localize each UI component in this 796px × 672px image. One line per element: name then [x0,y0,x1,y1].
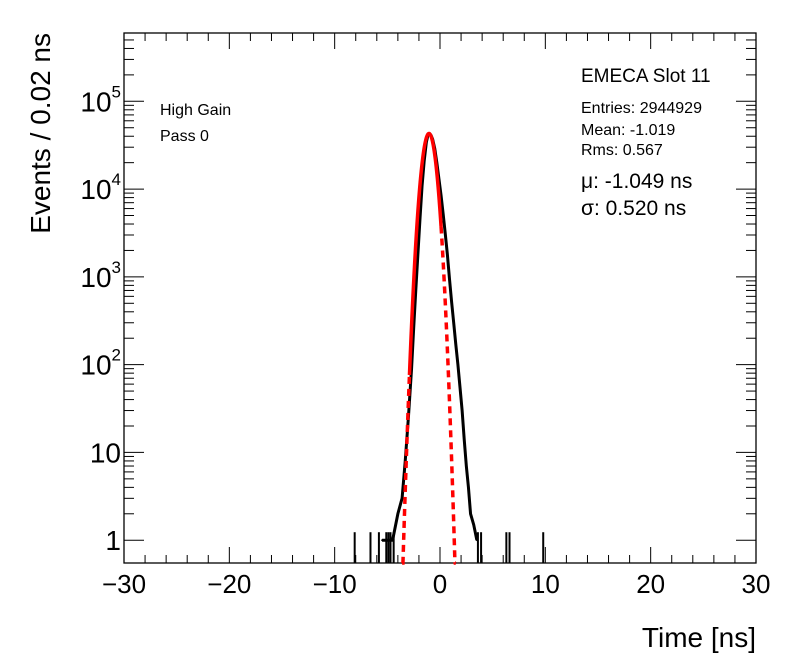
x-tick-label: −10 [313,569,357,599]
y-axis-title: Events / 0.02 ns [25,33,56,234]
mean-stat: Mean: -1.019 [581,122,675,139]
histogram-point [396,512,399,515]
histogram-point [459,386,461,389]
histogram-point [414,289,417,292]
fit-mu: μ: -1.049 ns [581,170,692,193]
x-tick-label: 10 [531,569,560,599]
histogram-point [416,253,419,256]
y-tick-label: 105 [80,82,121,117]
histogram-point [452,321,455,324]
x-tick-label: 30 [742,569,771,599]
y-tick-label: 1 [105,525,121,556]
x-axis-title: Time [ns] [642,622,756,653]
y-tick-label: 103 [80,258,121,293]
histogram-point [446,253,449,256]
histogram-point [381,539,383,542]
histogram-point [465,465,468,467]
x-tick-label: −20 [207,569,251,599]
x-tick-label: −30 [102,569,146,599]
y-tick-label: 104 [80,170,121,205]
gain-label: High Gain [160,102,231,119]
histogram-point [450,300,453,303]
histogram-point [419,217,421,220]
histogram-line [382,131,479,542]
chart-title: EMECA Slot 11 [581,66,711,87]
y-tick-label: 102 [80,346,121,381]
histogram-point [457,363,459,366]
fit-curve-right-dashed [439,226,457,565]
histogram-point [444,232,447,235]
fit-curve-left-dashed [401,374,412,565]
pass-label: Pass 0 [160,128,209,145]
axis-ticks [123,32,757,563]
fit-sigma: σ: 0.520 ns [581,197,686,220]
x-tick-label: 0 [433,569,447,599]
histogram-point [463,438,466,441]
y-tick-label: 10 [90,437,121,468]
rms-stat: Rms: 0.567 [581,142,663,159]
histogram-point [442,213,445,215]
fit-layer [401,131,457,565]
histogram-point [454,343,457,346]
histogram-point [448,277,451,280]
histogram-point [461,409,464,412]
histogram-point [467,486,470,489]
tick-labels: −30 −20 −10 0 10 20 30 1 10 102 103 104 105 [80,82,770,599]
fit-curve-solid [407,131,443,376]
histogram-point [469,512,472,515]
histogram-point [401,497,403,500]
entries-stat: Entries: 2944929 [581,100,702,117]
histogram-point [472,523,475,526]
x-tick-label: 20 [636,569,665,599]
